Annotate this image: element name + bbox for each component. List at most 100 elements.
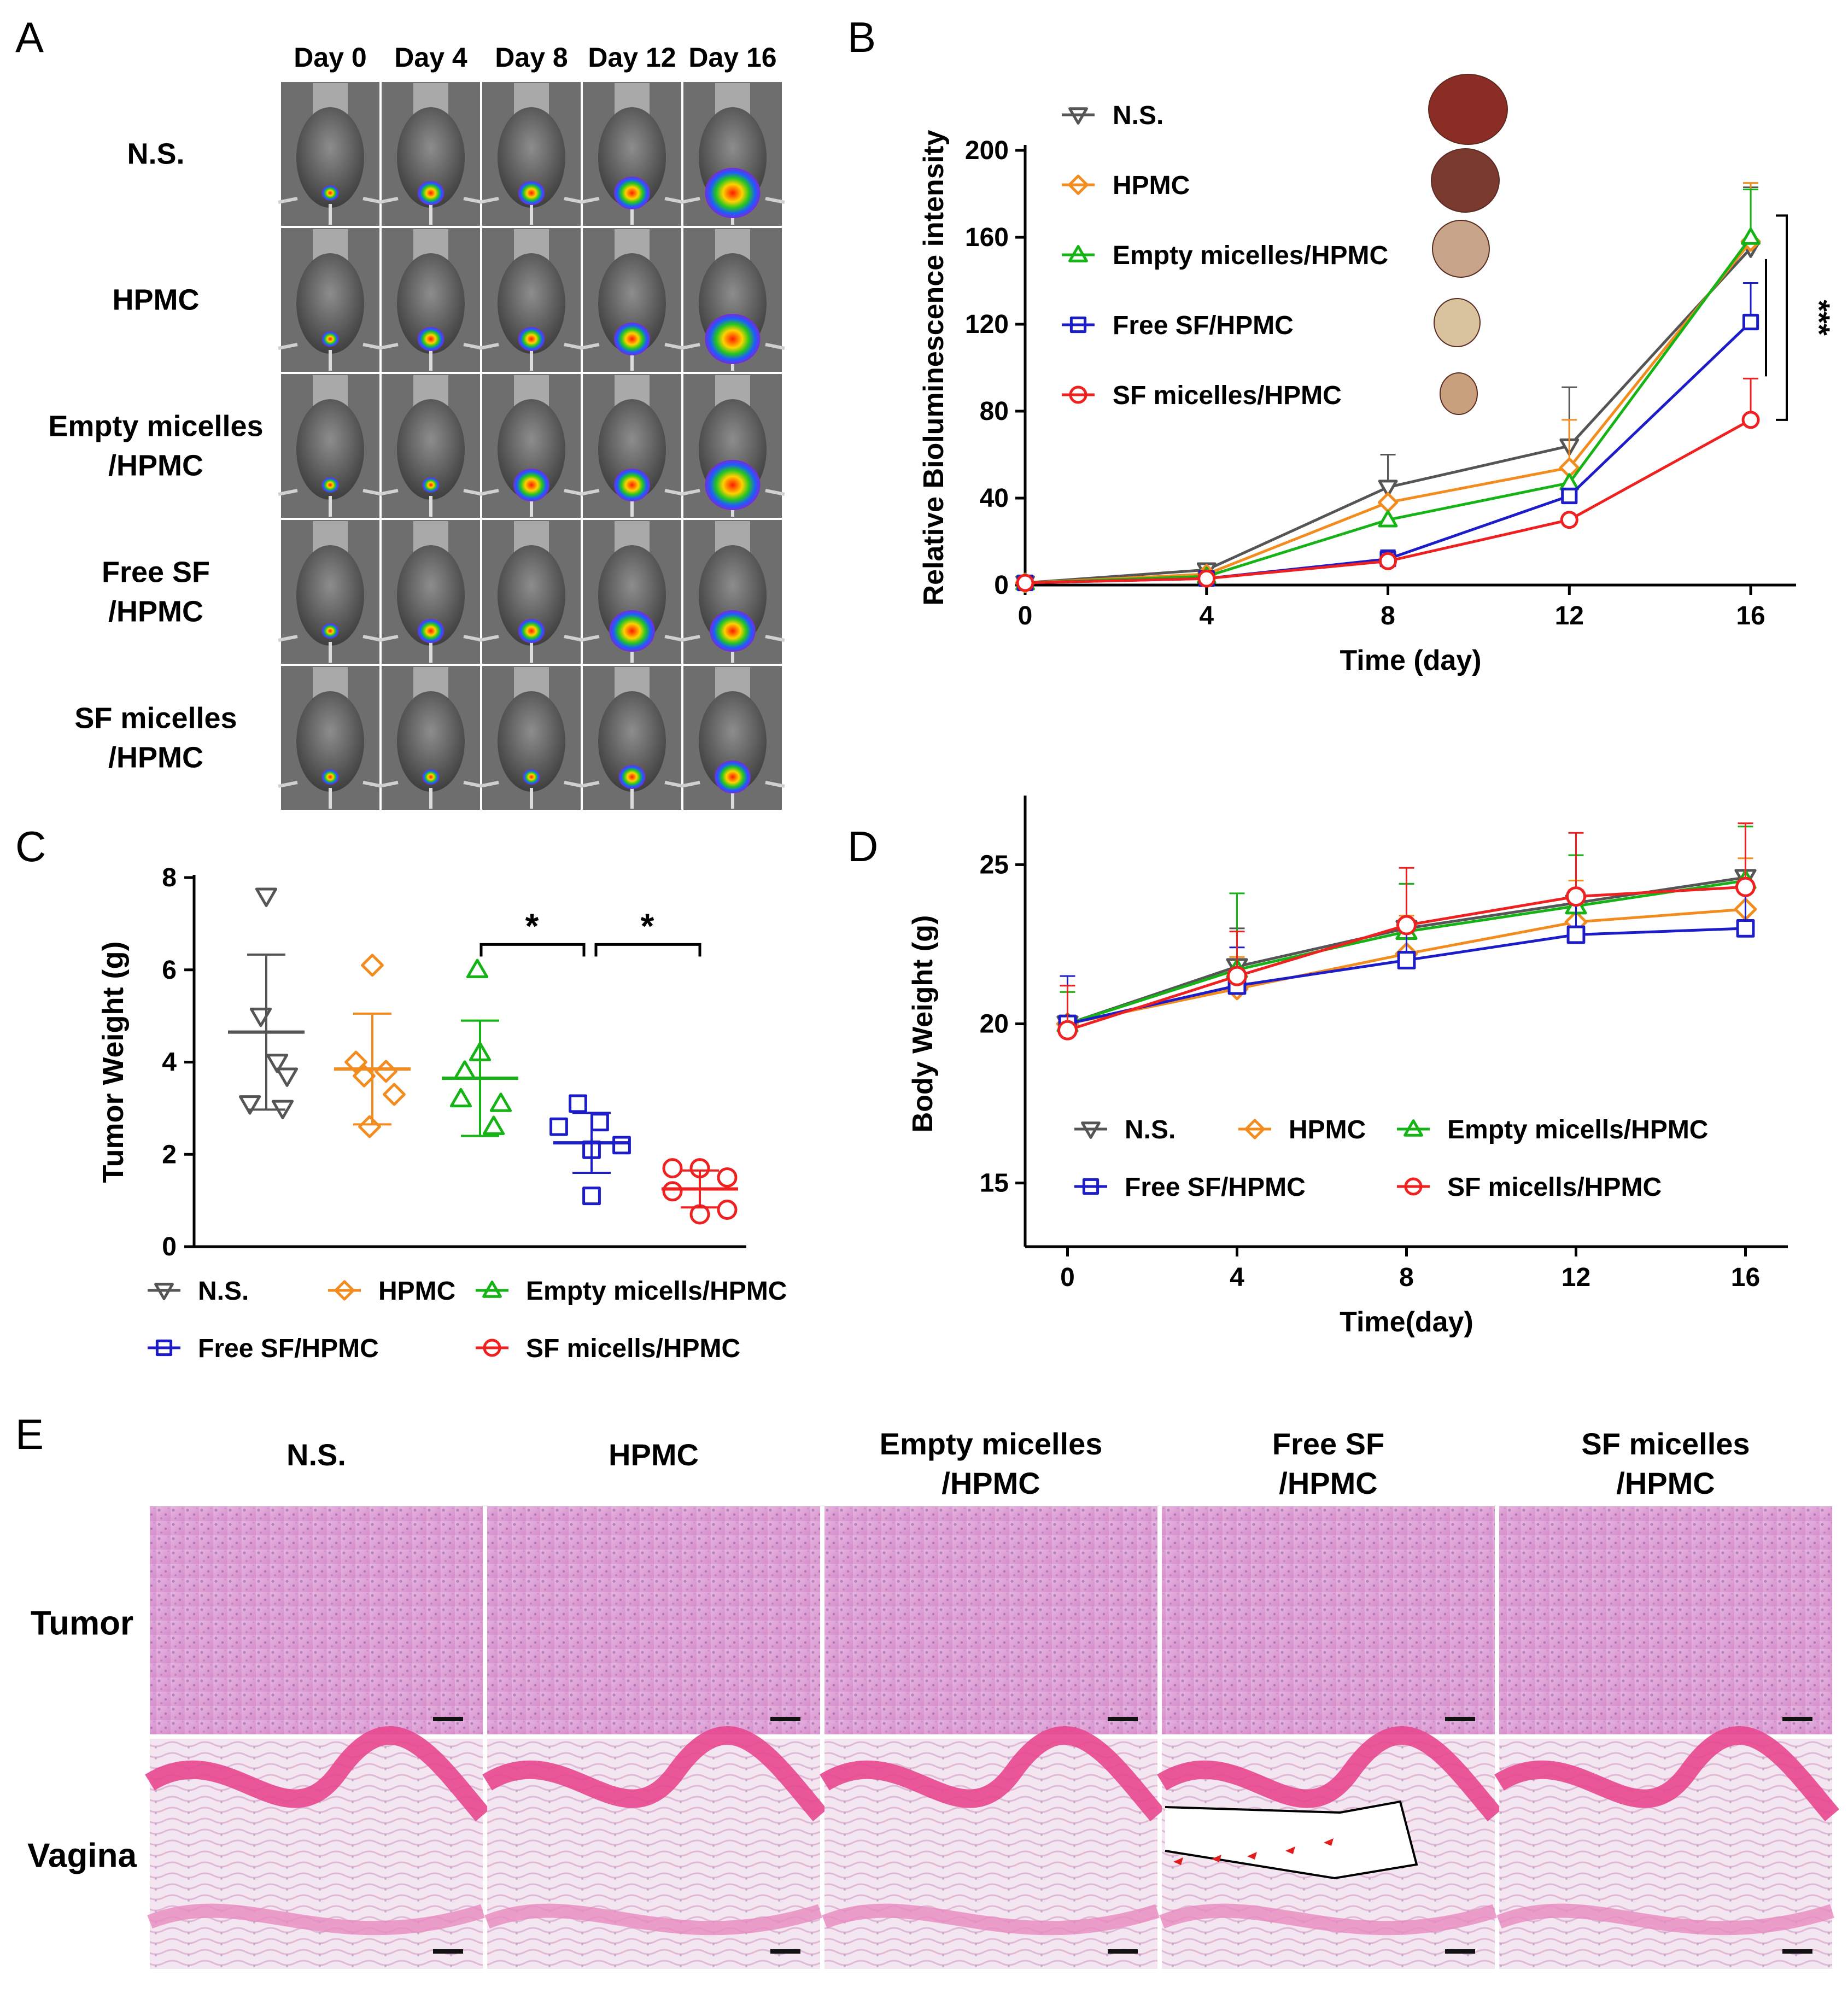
mouse-body bbox=[397, 253, 465, 354]
data-point-shape bbox=[1379, 552, 1397, 570]
excised-tumor-photo bbox=[1431, 148, 1500, 213]
y-axis-label: Relative Bioluminescence intensity bbox=[918, 130, 950, 605]
data-point bbox=[689, 1204, 710, 1225]
column-label: /HPMC bbox=[1616, 1466, 1715, 1500]
legend-label: HPMC bbox=[1113, 171, 1190, 200]
data-point-shape bbox=[662, 1181, 683, 1202]
data-point-shape bbox=[375, 1060, 397, 1083]
row-label: Tumor bbox=[31, 1605, 133, 1643]
tumor-histology-image bbox=[1499, 1506, 1832, 1734]
x-axis-label: Time (day) bbox=[1340, 645, 1481, 676]
data-point bbox=[1057, 1020, 1078, 1041]
legend-marker bbox=[482, 1281, 502, 1298]
data-point bbox=[361, 954, 384, 977]
bioluminescence-signal bbox=[422, 769, 440, 785]
group-label: /HPMC bbox=[108, 449, 203, 482]
legend-marker-shape bbox=[1403, 1119, 1423, 1137]
data-point bbox=[1016, 574, 1034, 592]
panel-d-body-weight-chart: 15 20 25 0 4 8 12 16 Time(day) Body Weight (g) N.S… bbox=[907, 796, 1788, 1338]
data-point bbox=[276, 1067, 299, 1087]
legend-marker-shape bbox=[1068, 245, 1088, 262]
series-line bbox=[1025, 241, 1752, 584]
y-tick-label: 40 bbox=[980, 484, 1009, 513]
epithelium-layer bbox=[145, 1726, 490, 1821]
data-point-shape bbox=[276, 1067, 299, 1087]
data-point-shape bbox=[689, 1158, 710, 1179]
epithelium-layer bbox=[820, 1726, 1165, 1821]
mouse-body bbox=[296, 545, 364, 646]
x-tick-label: 12 bbox=[1555, 601, 1584, 630]
data-point-shape bbox=[569, 1094, 587, 1113]
mouse-body bbox=[498, 253, 565, 354]
excised-tumor-photo bbox=[1432, 220, 1490, 278]
data-point bbox=[1741, 411, 1760, 429]
panel-e-histology-grid: N.S. HPMC Empty micelles/HPMC Free SF/HPMC S… bbox=[27, 1427, 1839, 1969]
significance-label: *** bbox=[1802, 300, 1837, 336]
legend-label: SF micells/HPMC bbox=[526, 1334, 740, 1363]
legend-label: Free SF/HPMC bbox=[1113, 311, 1294, 340]
series-4 bbox=[1057, 822, 1756, 1041]
data-point-shape bbox=[469, 1042, 492, 1061]
panel-letter-a: A bbox=[15, 13, 44, 61]
data-point-shape bbox=[1378, 480, 1398, 498]
data-point bbox=[466, 958, 489, 979]
data-point bbox=[266, 1054, 289, 1073]
mouse-body bbox=[397, 107, 465, 208]
bioluminescence-signal bbox=[705, 168, 761, 218]
data-point bbox=[1227, 966, 1247, 986]
row-label: Vagina bbox=[27, 1837, 137, 1875]
data-point-shape bbox=[1741, 227, 1761, 245]
significance-label: * bbox=[525, 906, 539, 945]
sig-bracket bbox=[479, 943, 586, 957]
y-tick-label: 80 bbox=[980, 397, 1009, 426]
data-point-shape bbox=[361, 954, 384, 977]
bioluminescence-signal bbox=[618, 765, 646, 789]
legend-marker-shape bbox=[154, 1283, 174, 1300]
epithelium-layer bbox=[1157, 1726, 1502, 1821]
data-point-shape bbox=[1397, 951, 1416, 969]
lesion-outline bbox=[1165, 1800, 1418, 1880]
excised-tumor-photo bbox=[1428, 74, 1508, 145]
mouse-legs bbox=[680, 197, 785, 204]
x-tick-label: 0 bbox=[1018, 601, 1033, 630]
epithelium-layer bbox=[1496, 1903, 1834, 1936]
group-label: /HPMC bbox=[108, 595, 203, 628]
data-point bbox=[662, 1158, 683, 1179]
bioluminescence-signal bbox=[321, 769, 339, 785]
bioluminescence-signal bbox=[705, 460, 761, 510]
y-tick-label: 0 bbox=[162, 1232, 177, 1261]
data-point-shape bbox=[1566, 886, 1586, 907]
data-point bbox=[249, 1007, 272, 1027]
data-point bbox=[1396, 915, 1417, 936]
legend-label: Empty micells/HPMC bbox=[1447, 1115, 1708, 1144]
bioluminescence-signal bbox=[614, 469, 650, 501]
x-tick-label: 12 bbox=[1562, 1263, 1590, 1292]
panel-letter-b: B bbox=[847, 13, 876, 61]
data-point bbox=[1742, 313, 1759, 331]
legend-marker bbox=[1068, 107, 1088, 125]
day-label: Day 0 bbox=[294, 42, 366, 73]
data-point-shape bbox=[590, 1113, 609, 1132]
legend-label: HPMC bbox=[1289, 1115, 1366, 1144]
panel-a-imaging-grid: Day 0 Day 4 Day 8 Day 12 Day 16 N.S. HPMC Empty… bbox=[48, 42, 785, 810]
legend-marker bbox=[1068, 245, 1088, 262]
column-label: N.S. bbox=[286, 1437, 346, 1472]
scale-bar bbox=[1445, 1717, 1475, 1721]
data-point bbox=[489, 1092, 512, 1112]
mouse-body bbox=[498, 691, 565, 792]
legend-marker bbox=[483, 1338, 501, 1357]
group-0 bbox=[228, 887, 305, 1119]
mouse-body bbox=[296, 691, 364, 792]
data-point-shape bbox=[1741, 411, 1760, 429]
data-point bbox=[1561, 487, 1578, 505]
data-point-shape bbox=[489, 1092, 512, 1112]
data-point-shape bbox=[453, 1060, 476, 1080]
legend-marker bbox=[1069, 316, 1087, 334]
legend-marker bbox=[1404, 1177, 1423, 1196]
group-1 bbox=[334, 954, 411, 1138]
legend-marker bbox=[1068, 174, 1089, 195]
scale-bar bbox=[1445, 1949, 1475, 1954]
y-tick-label: 4 bbox=[162, 1048, 177, 1077]
legend-marker-shape bbox=[1069, 385, 1087, 404]
significance-label: * bbox=[641, 906, 654, 945]
